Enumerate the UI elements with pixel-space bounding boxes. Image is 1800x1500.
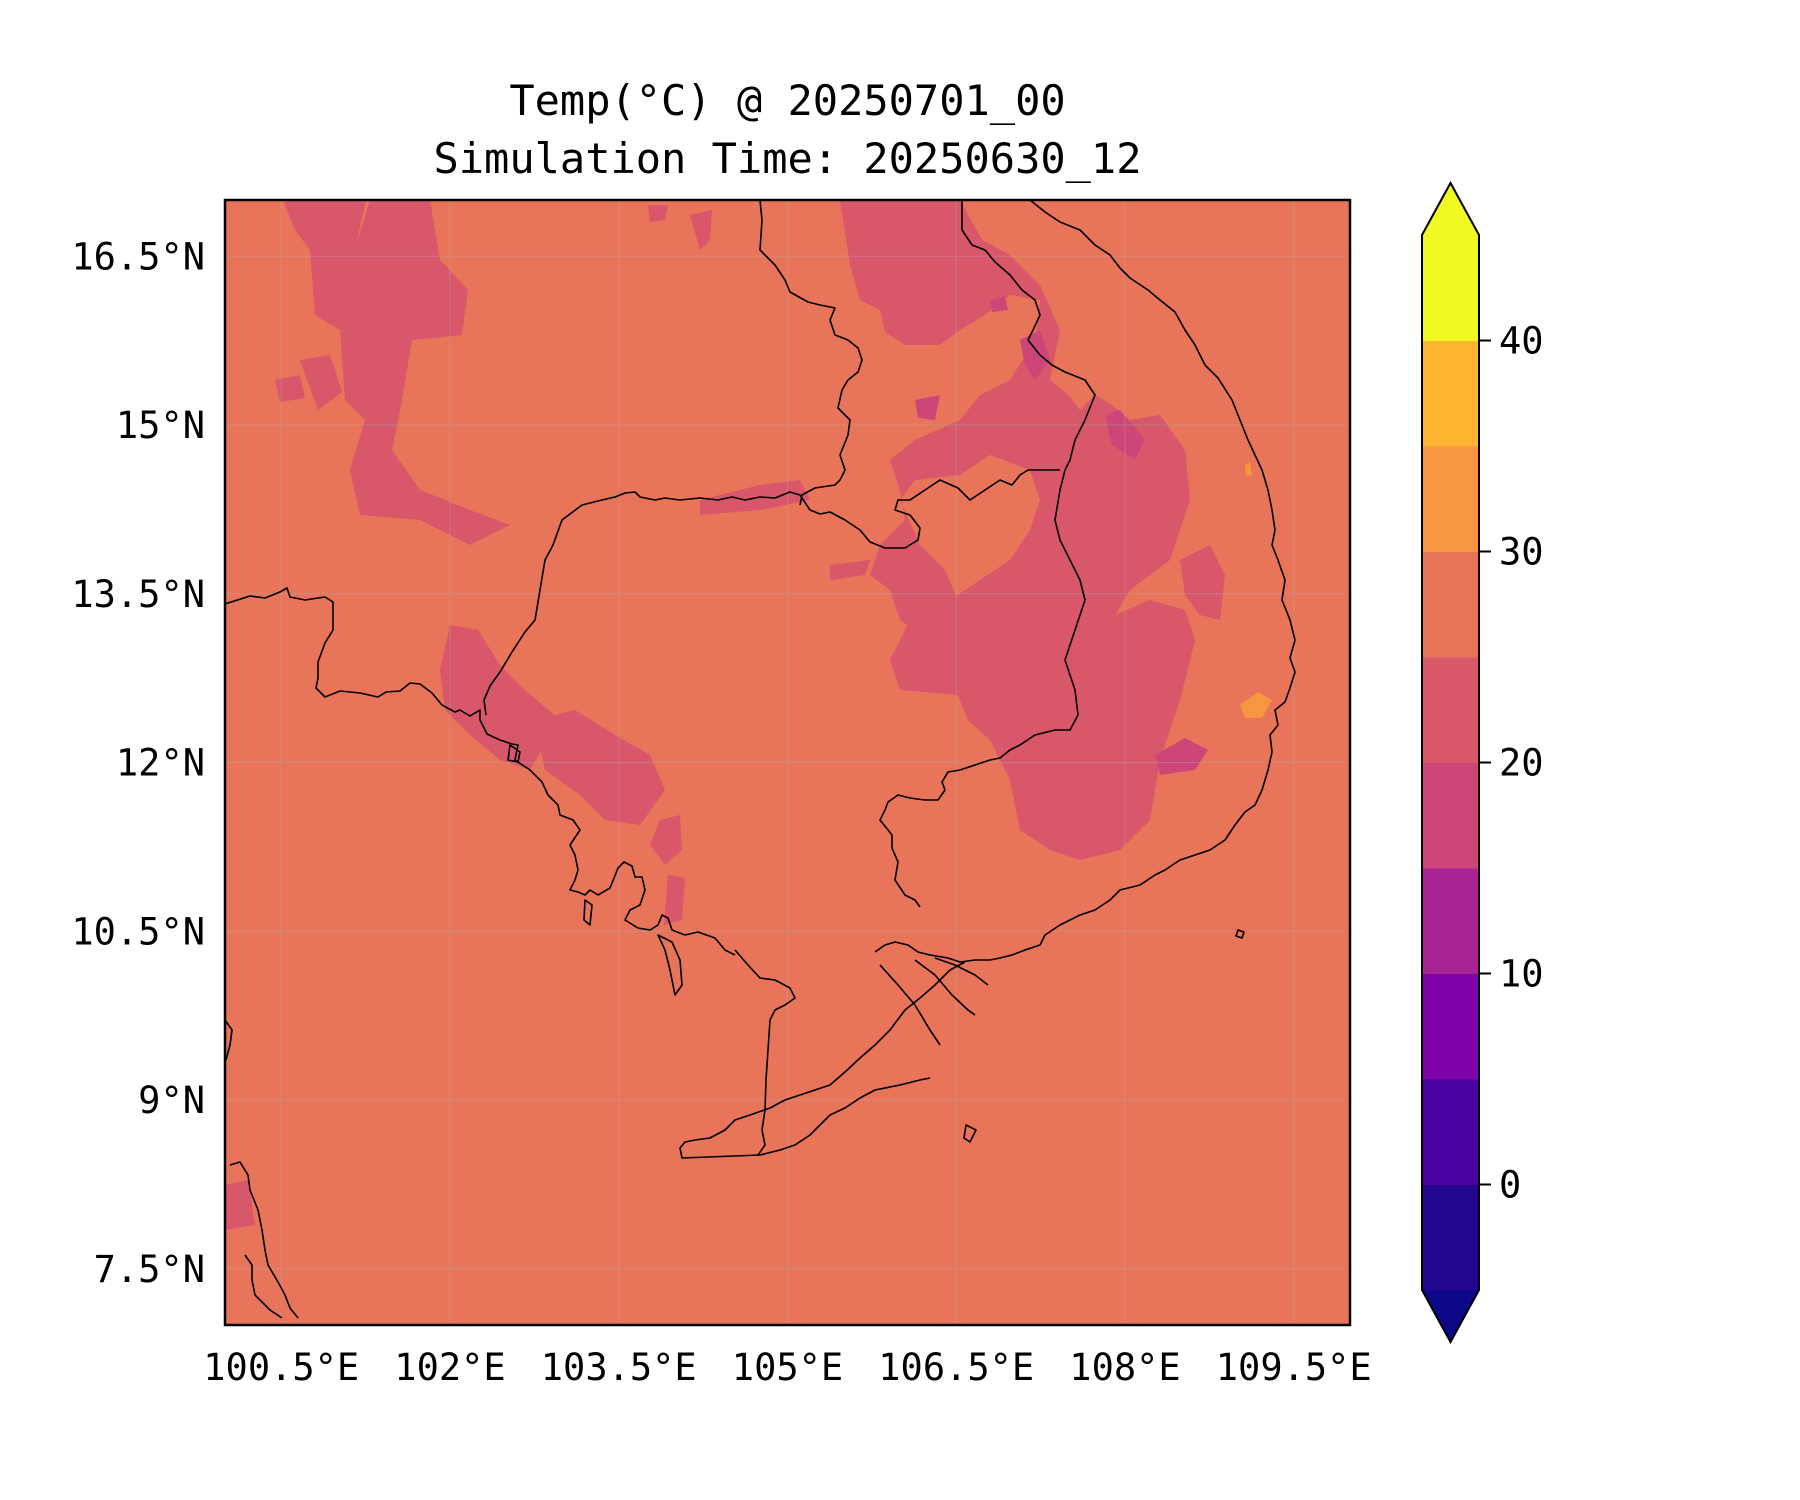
colorbar-tick-label: 10 (1499, 953, 1544, 996)
island-5 (1235, 929, 1245, 939)
lon-tick-label: 102°E (394, 1346, 505, 1389)
latitude-ticks: 7.5°N 9°N 10.5°N 12°N 13.5°N 15°N 16.5°N (71, 235, 205, 1291)
coast-mekong-delta (679, 961, 966, 1159)
colorbar-tick-label: 30 (1499, 531, 1544, 574)
colorbar-band (1422, 657, 1479, 763)
river-mouth-3 (934, 957, 989, 986)
coast-south-thailand (225, 1019, 233, 1061)
colorbar-extend-max (1422, 183, 1479, 235)
border-cambodia-north (483, 469, 1060, 716)
lat-tick-label: 10.5°N (71, 910, 205, 953)
lon-tick-label: 106.5°E (878, 1346, 1034, 1389)
island-1 (657, 934, 683, 996)
coast-vietnam (874, 200, 1296, 963)
temperature-contours (225, 200, 1272, 1230)
colorbar-band (1422, 1079, 1479, 1185)
colorbar-outline (1421, 180, 1480, 1345)
colorbar-band (1422, 1184, 1479, 1291)
map-panel (223, 198, 1352, 1327)
colorbar-tick-label: 40 (1499, 320, 1544, 363)
gridlines (225, 200, 1350, 1325)
river-mouth-2 (914, 959, 976, 1016)
colorbar-band (1422, 973, 1479, 1080)
coast-malay-inner (244, 1254, 283, 1319)
colorbar-band (1422, 446, 1479, 552)
contour-30-35 (1240, 462, 1272, 718)
lon-tick-label: 108°E (1069, 1346, 1180, 1389)
map-title-line2: Simulation Time: 20250630_12 (433, 134, 1142, 183)
contour-15-20 (915, 296, 1208, 775)
lon-tick-label: 100.5°E (203, 1346, 359, 1389)
colorbar-tick-label: 20 (1499, 742, 1544, 785)
lat-tick-label: 15°N (116, 404, 205, 447)
river-mouth-1 (879, 964, 941, 1046)
colorbar-tick-label: 0 (1499, 1164, 1521, 1207)
map-title-line1: Temp(°C) @ 20250701_00 (509, 76, 1066, 125)
border-cambodia-east (879, 469, 1086, 908)
colorbar-extend-min (1422, 1290, 1479, 1342)
colorbar-band (1422, 868, 1479, 974)
lat-tick-label: 16.5°N (71, 235, 205, 278)
lon-tick-label: 105°E (732, 1346, 843, 1389)
border-thailand-west (225, 587, 736, 956)
contour-20-25 (225, 200, 1225, 1230)
colorbar-band (1422, 340, 1479, 447)
lat-tick-label: 12°N (116, 742, 205, 785)
lat-tick-label: 9°N (138, 1079, 205, 1122)
lat-tick-label: 7.5°N (94, 1248, 205, 1291)
coastlines-borders (225, 200, 1296, 1319)
border-laos-thailand (759, 200, 863, 506)
coast-malay-peninsula (229, 1161, 299, 1319)
lon-tick-label: 103.5°E (541, 1346, 697, 1389)
island-4 (963, 1124, 977, 1143)
lon-tick-label: 109.5°E (1216, 1346, 1372, 1389)
colorbar-band (1422, 762, 1479, 869)
island-3 (583, 899, 593, 926)
map-frame (223, 198, 1352, 1327)
colorbar-band (1422, 235, 1479, 341)
border-laos-vietnam (961, 200, 1096, 471)
coast-west-delta (734, 949, 796, 1156)
lat-tick-label: 13.5°N (71, 573, 205, 616)
colorbar-band (1422, 551, 1479, 658)
colorbar: 0 10 20 30 40 (1421, 180, 1544, 1345)
longitude-ticks: 100.5°E 102°E 103.5°E 105°E 106.5°E 108°E 109.… (203, 1346, 1371, 1389)
island-2 (507, 744, 521, 763)
